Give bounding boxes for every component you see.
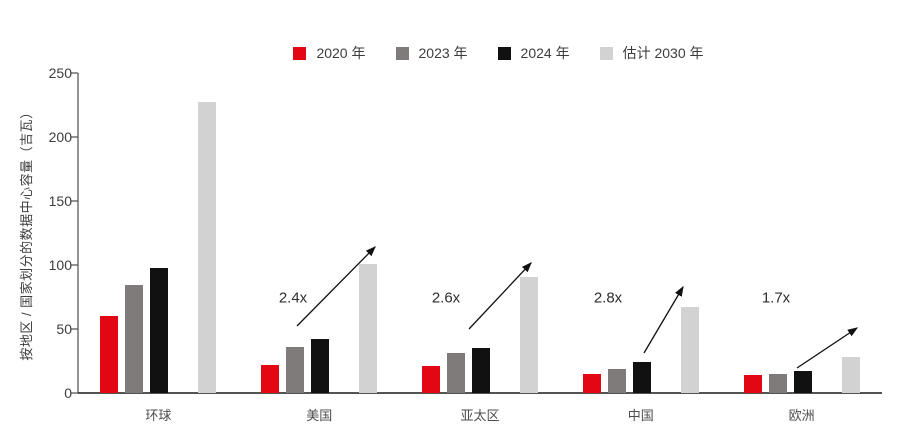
bar: 67 bbox=[680, 307, 699, 393]
growth-multiplier-label: 1.7x bbox=[761, 289, 791, 307]
legend-item: 2023 年 bbox=[395, 43, 468, 63]
bar: 42 bbox=[311, 339, 330, 393]
y-tick-label: 100 bbox=[48, 257, 72, 273]
category-label: 中国 bbox=[627, 408, 654, 423]
bar: 36 bbox=[286, 346, 305, 393]
legend-swatch-icon bbox=[497, 46, 511, 60]
bar: 14 bbox=[743, 375, 762, 393]
growth-multiplier-label: 2.8x bbox=[593, 289, 623, 307]
category-label: 环球 bbox=[145, 408, 172, 423]
growth-arrow-icon bbox=[643, 285, 684, 354]
bar: 15 bbox=[582, 373, 601, 393]
bar: 17 bbox=[793, 371, 812, 393]
legend-item: 2024 年 bbox=[497, 43, 570, 63]
bar: 91 bbox=[520, 276, 538, 393]
legend-label: 2023 年 bbox=[418, 45, 468, 61]
legend-label: 估计 2030 年 bbox=[622, 45, 704, 61]
bar: 28 bbox=[841, 357, 860, 393]
legend-swatch-icon bbox=[293, 46, 307, 60]
bar: 22 bbox=[261, 364, 280, 393]
legend: 2020 年 2023 年 2024 年 估计 2030 年 bbox=[0, 43, 897, 63]
legend-swatch-icon bbox=[395, 46, 409, 60]
category-label: 欧洲 bbox=[788, 408, 815, 423]
y-tick-label: 250 bbox=[48, 65, 72, 81]
bar: 19 bbox=[607, 368, 626, 393]
bar: 21 bbox=[422, 366, 440, 393]
bar: 24 bbox=[632, 362, 651, 393]
y-tick-label: 200 bbox=[48, 129, 72, 145]
bar: 60 bbox=[100, 316, 119, 393]
bar: 35 bbox=[472, 348, 490, 393]
bar: 98 bbox=[150, 267, 169, 393]
legend-item: 估计 2030 年 bbox=[599, 43, 704, 63]
y-axis-title: 按地区 / 国家划分的数据中心容量（吉瓦） bbox=[19, 105, 34, 361]
bar: 101 bbox=[359, 263, 378, 393]
category-label: 亚太区 bbox=[460, 408, 500, 423]
y-tick-label: 0 bbox=[64, 385, 72, 401]
category-label: 美国 bbox=[306, 408, 333, 423]
bar: 227 bbox=[198, 102, 217, 393]
legend-label: 2020 年 bbox=[316, 45, 366, 61]
growth-multiplier-label: 2.4x bbox=[278, 289, 308, 307]
y-tick-label: 150 bbox=[48, 193, 72, 209]
y-tick-label: 50 bbox=[56, 321, 72, 337]
bar: 15 bbox=[768, 373, 787, 393]
legend-item: 2020 年 bbox=[293, 43, 366, 63]
legend-label: 2024 年 bbox=[520, 45, 570, 61]
bar: 84 bbox=[125, 285, 144, 393]
growth-multiplier-label: 2.6x bbox=[431, 289, 461, 307]
bar: 31 bbox=[447, 353, 465, 393]
legend-swatch-icon bbox=[599, 46, 613, 60]
